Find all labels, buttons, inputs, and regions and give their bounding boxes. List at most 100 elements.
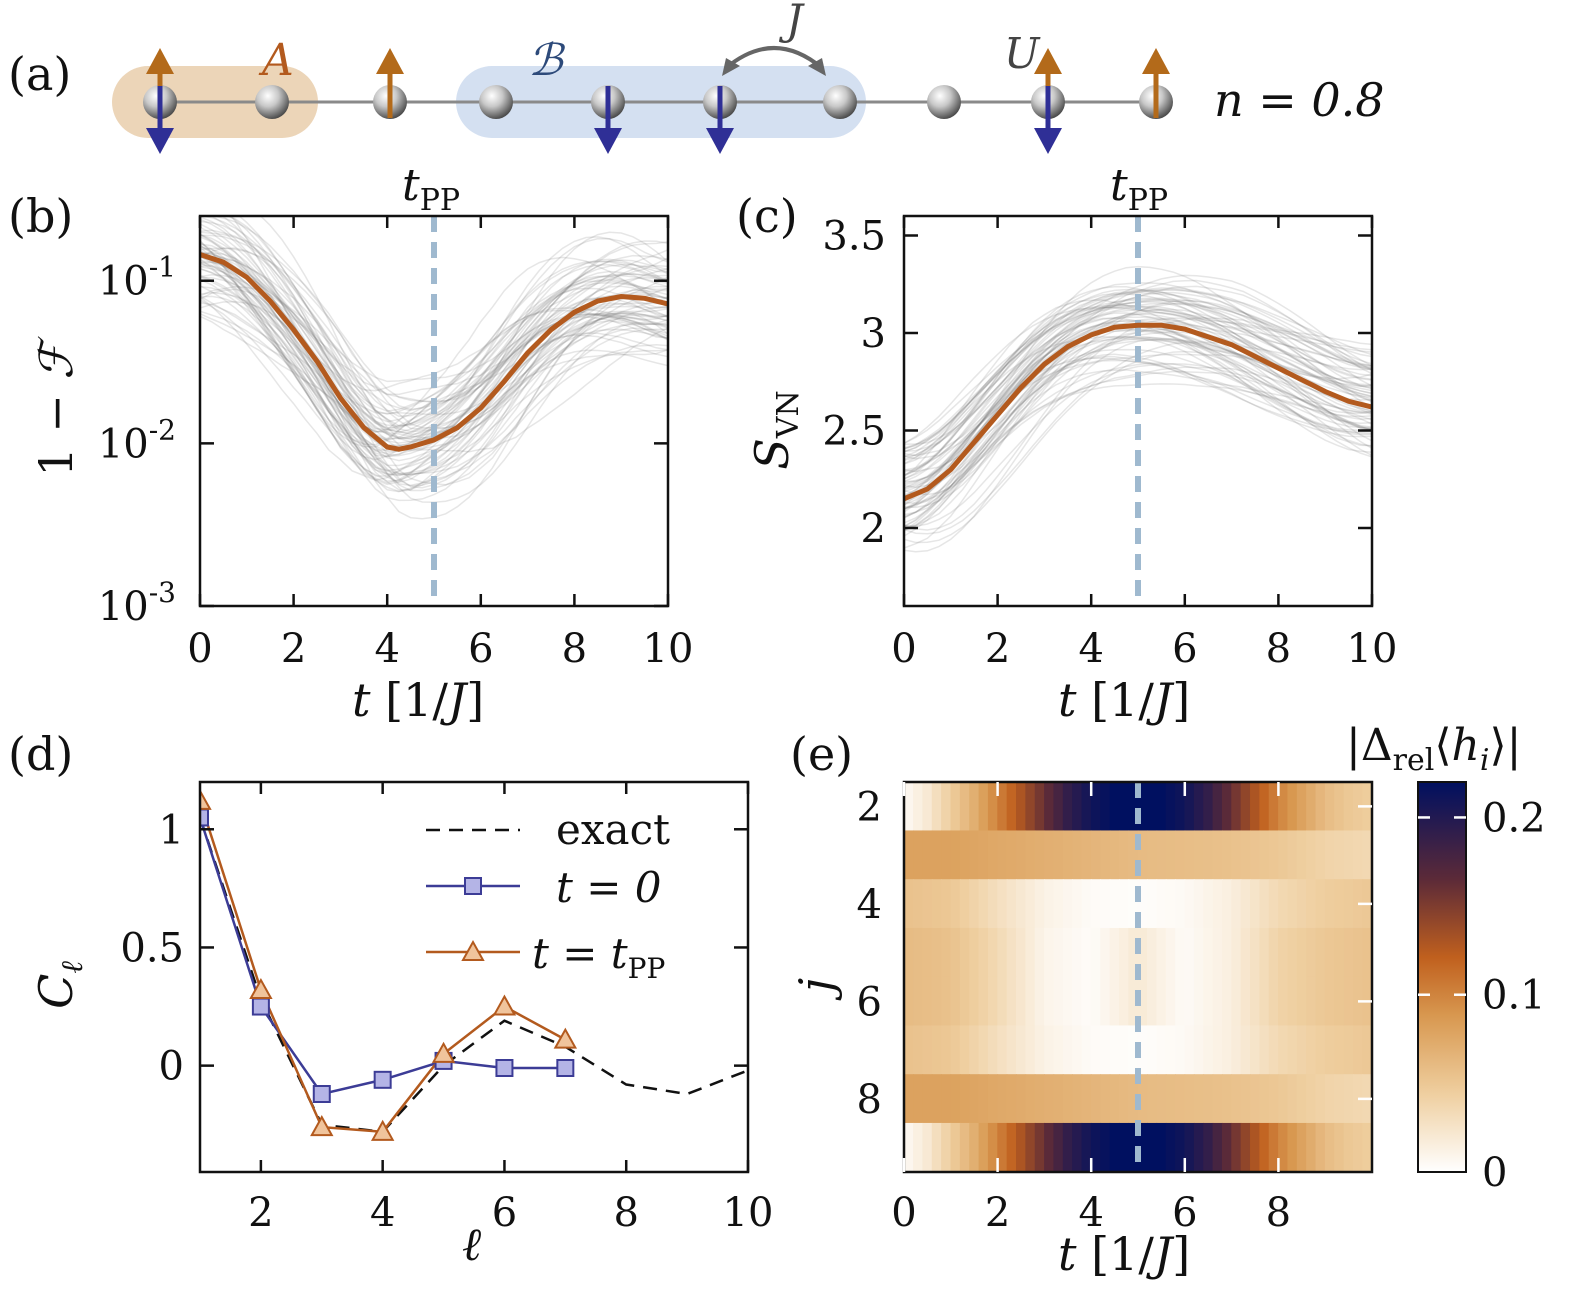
x-tick-label: 10 [643,626,694,672]
heat-cell [969,1025,980,1075]
trace-line [200,299,668,482]
heat-cell [1081,1074,1092,1124]
y-tick-label: 0 [159,1044,184,1090]
heat-cell [959,976,971,1027]
heat-cell [904,830,914,880]
heat-cell [1156,976,1167,1027]
heat-cell [1034,927,1045,978]
heat-cell [1118,830,1130,880]
heat-cell [987,927,999,978]
heat-cell [1259,927,1270,978]
heat-cell [1343,879,1354,929]
heat-cell [913,830,924,880]
heat-cell [1165,879,1176,929]
y-tick-label: 10-3 [98,576,176,630]
heat-cell [1278,782,1289,832]
trace-line [904,306,1372,445]
heat-cell [1062,1025,1073,1075]
heat-cell [1278,1122,1289,1172]
heat-cell [1212,1074,1223,1124]
panel-e-ylabel: j [789,978,843,1001]
heat-cell [1034,782,1045,832]
heat-cell [913,879,924,929]
heat-cell [1109,1074,1120,1124]
heat-cell [1203,879,1214,929]
panel-c-ylabel: SVN [745,390,806,469]
heat-cell [1306,879,1317,929]
heat-cell [1137,879,1148,929]
heat-cell [997,879,1008,929]
heat-cell [987,1025,999,1075]
heat-cell [1062,976,1073,1027]
trace-line [904,338,1372,510]
heat-cell [1240,782,1251,832]
x-tick-label: 6 [1172,626,1197,672]
heat-cell [1081,830,1092,880]
heat-cell [1062,1122,1073,1172]
heat-cell [1118,1025,1130,1075]
heat-cell [1062,782,1073,832]
heat-cell [922,976,933,1027]
heat-cell [1259,830,1270,880]
legend-tpp-label: t = tPP [532,929,665,985]
heat-cell [1240,1122,1251,1172]
heat-cell [1221,830,1233,880]
heat-cell [922,879,933,929]
region-a-label: A [258,35,294,86]
x-tick-label: 2 [985,626,1010,672]
heat-cell [904,1122,914,1172]
heat-cell [1100,830,1111,880]
spin-down-arrowhead [146,128,174,154]
heat-cell [1352,1025,1364,1075]
panel-e: (e) 0 2 4 6 8 2 4 6 8 t [1/J] j 0 0.1 0.2 |Δrel⟨hi… [789,720,1546,1281]
heat-cell [987,782,999,832]
heat-cell [1306,782,1317,832]
heat-cell [913,927,924,978]
heat-cell [1184,1122,1195,1172]
heat-cell [1250,1025,1261,1075]
heat-cell [1231,1074,1242,1124]
heat-cell [1137,927,1148,978]
heat-cell [913,1025,924,1075]
heat-cell [1296,976,1307,1027]
heat-cell [1090,782,1102,832]
heat-cell [1324,976,1336,1027]
heat-cell [913,782,924,832]
heat-cell [941,879,952,929]
point-tpp [310,1115,334,1137]
heat-cell [1147,1074,1158,1124]
heat-cell [987,1122,999,1172]
heat-cell [1231,927,1242,978]
heat-cell [987,830,999,880]
trace-line [200,233,668,429]
heat-cell [1315,927,1326,978]
heat-cell [1193,782,1205,832]
point-tpp [200,788,212,810]
trace-line [200,260,668,493]
trace-line [904,287,1372,449]
heat-cell [1044,830,1055,880]
heat-cell [959,830,971,880]
heat-cell [1268,1122,1279,1172]
heat-cell [1231,879,1242,929]
heat-cell [1306,927,1317,978]
heat-cell [904,782,914,832]
heat-cell [931,927,942,978]
heat-cell [1165,1074,1176,1124]
trace-line [904,335,1372,532]
x-tick-label: 4 [374,626,399,672]
heat-cell [1156,1025,1167,1075]
heat-cell [1137,976,1148,1027]
heat-cell [997,1025,1008,1075]
heat-cell [1109,879,1120,929]
point-tpp [492,994,517,1016]
heat-cell [1165,1122,1176,1172]
heat-cell [1315,1122,1326,1172]
heat-cell [1072,976,1083,1027]
heat-cell [1147,976,1158,1027]
panel-b-ticks: 0 2 4 6 8 10 10-1 10-2 10-3 [98,216,694,672]
heat-cell [1203,927,1214,978]
heat-cell [1090,1122,1102,1172]
heat-cell [1212,1122,1223,1172]
heat-cell [1147,1122,1158,1172]
